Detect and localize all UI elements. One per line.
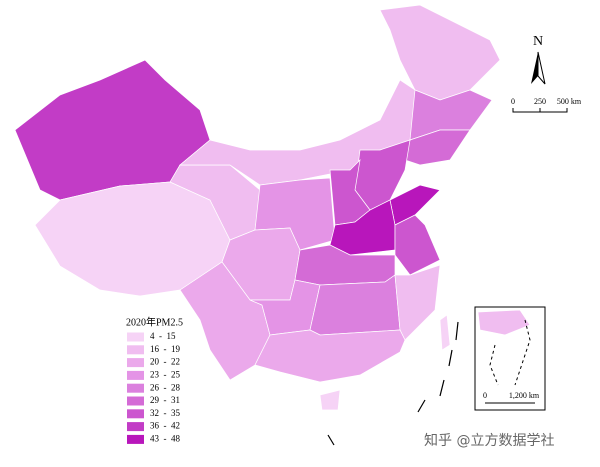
boundary-dash bbox=[455, 321, 459, 341]
north-label: N bbox=[533, 34, 543, 49]
region bbox=[394, 264, 441, 341]
legend-swatch bbox=[127, 422, 144, 432]
legend-swatch bbox=[127, 434, 144, 444]
region bbox=[254, 329, 406, 383]
legend-swatch bbox=[127, 370, 144, 380]
north-arrow bbox=[537, 51, 546, 85]
scale-label: 250 bbox=[534, 97, 546, 106]
scale-label: 0 bbox=[511, 97, 515, 106]
legend-label: 36 - 42 bbox=[150, 421, 180, 431]
legend-label: 43 - 48 bbox=[150, 433, 180, 443]
boundary-dash bbox=[448, 349, 453, 367]
legend-label: 29 - 31 bbox=[150, 395, 180, 405]
legend-swatch bbox=[127, 345, 144, 355]
legend-swatch bbox=[127, 409, 144, 419]
legend-label: 32 - 35 bbox=[150, 408, 180, 418]
north-arrow bbox=[531, 52, 538, 84]
boundary-dash bbox=[417, 399, 426, 413]
legend-swatch bbox=[127, 396, 144, 406]
legend-swatch bbox=[127, 358, 144, 368]
boundary-dash bbox=[439, 379, 445, 397]
region bbox=[319, 389, 341, 411]
region bbox=[439, 314, 451, 351]
watermark: 知乎 @立方数据学社 bbox=[424, 432, 554, 449]
legend-label: 20 - 22 bbox=[150, 357, 180, 367]
scale-label: 500 km bbox=[557, 97, 582, 106]
legend: 2020年PM2.5 4 - 15 16 - 19 20 - 22 23 - 25 26… bbox=[126, 315, 183, 444]
dashed-boundary bbox=[327, 321, 459, 446]
legend-title: 2020年PM2.5 bbox=[126, 315, 183, 328]
provinces bbox=[14, 4, 501, 411]
legend-label: 4 - 15 bbox=[150, 331, 176, 341]
legend-label: 26 - 28 bbox=[150, 382, 180, 392]
legend-label: 23 - 25 bbox=[150, 369, 180, 379]
legend-swatch bbox=[127, 383, 144, 393]
region bbox=[394, 214, 441, 276]
inset-region bbox=[477, 309, 531, 336]
legend-swatch bbox=[127, 332, 144, 342]
inset-scale-label: 1,200 km bbox=[509, 391, 540, 400]
inset-boundary bbox=[489, 344, 499, 386]
inset-scale-label: 0 bbox=[483, 391, 487, 400]
boundary-dash bbox=[327, 434, 335, 446]
inset-boundary bbox=[514, 319, 531, 386]
legend-label: 16 - 19 bbox=[150, 344, 180, 354]
